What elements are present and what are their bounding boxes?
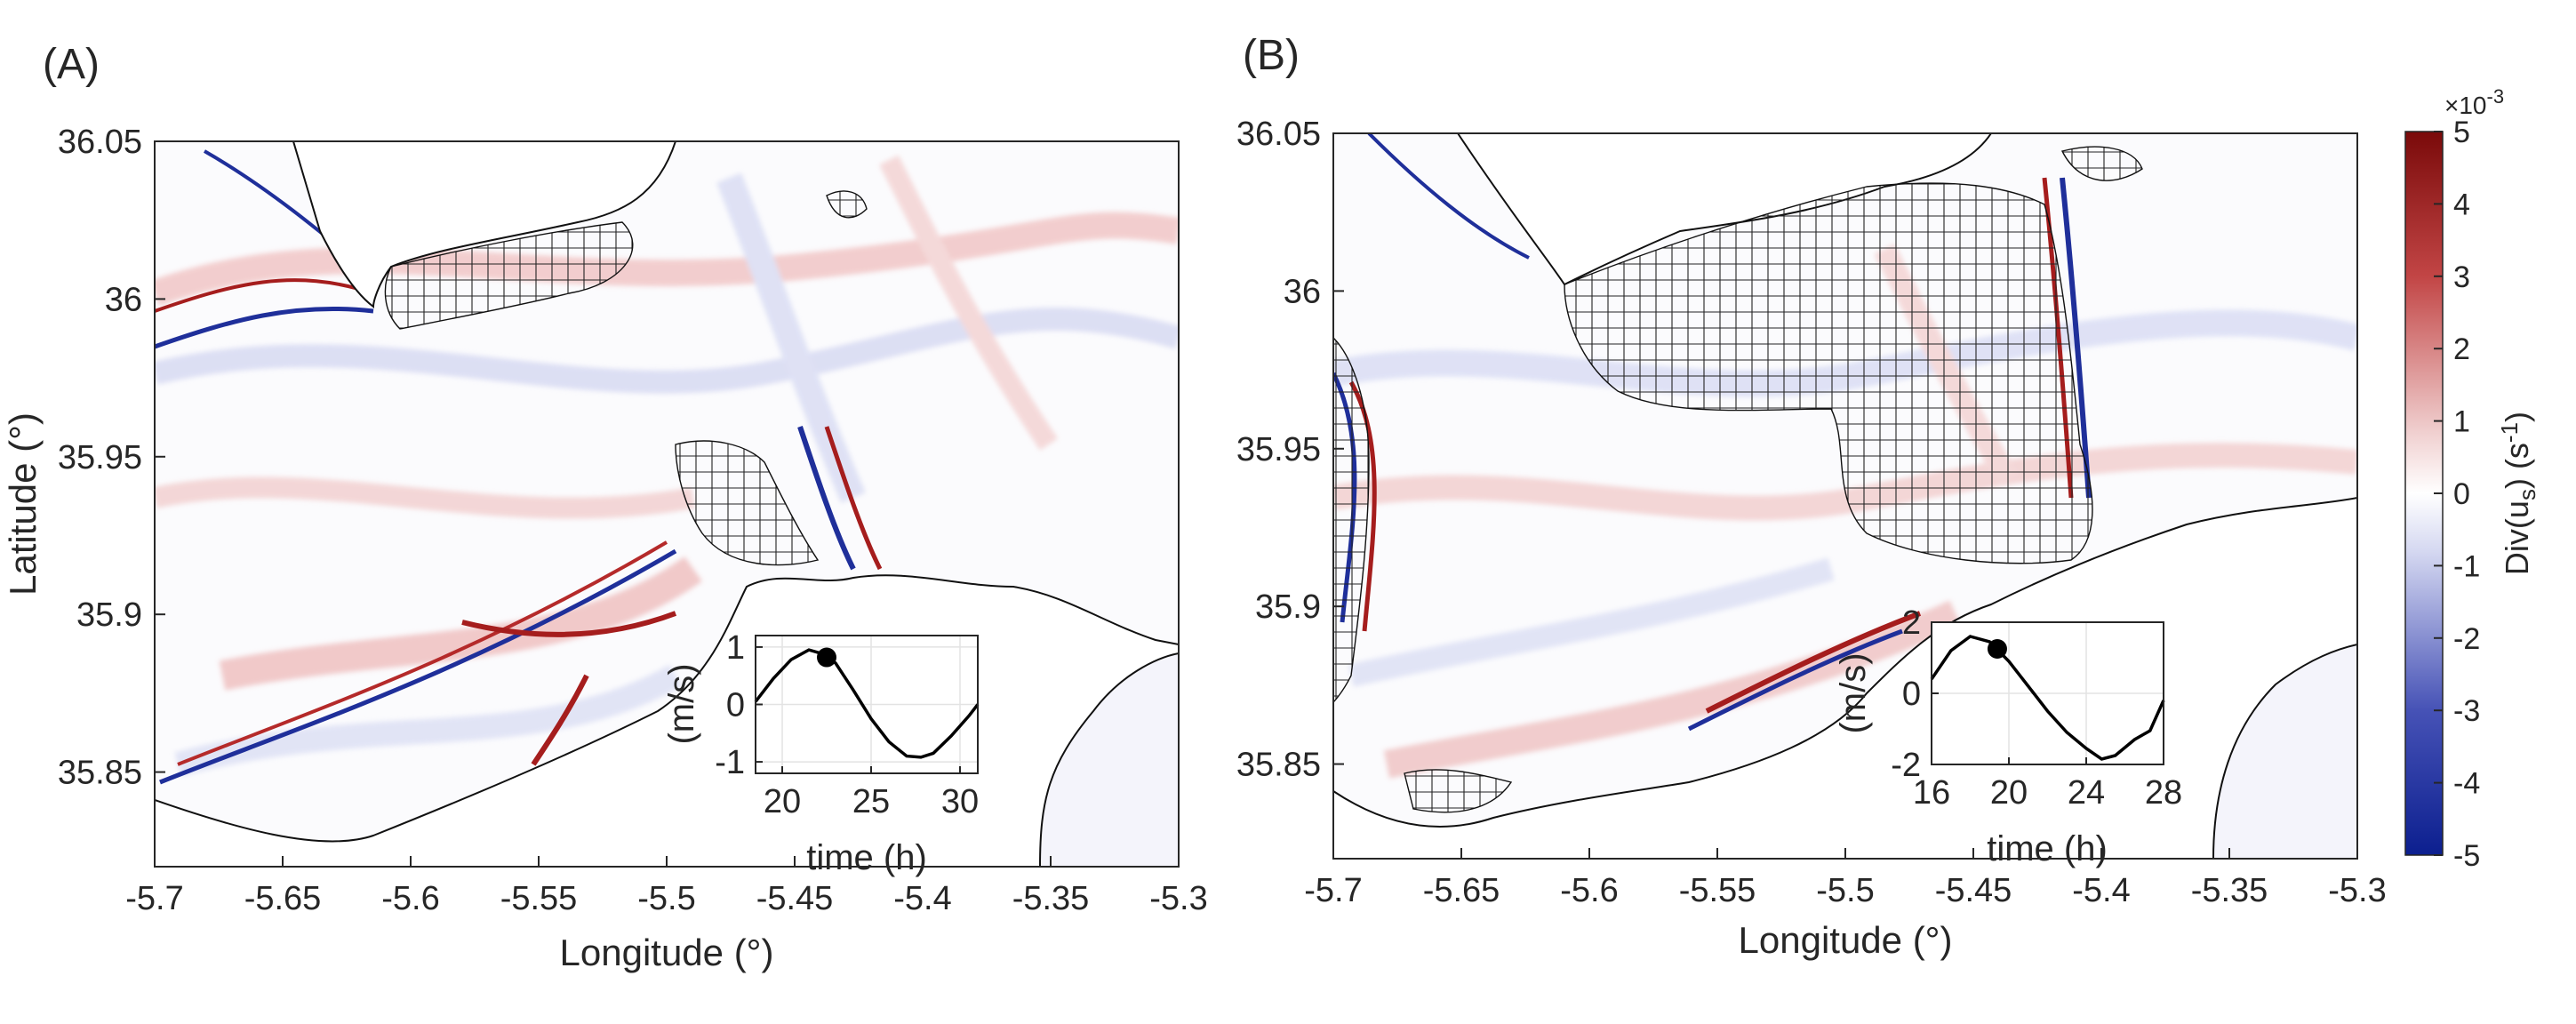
panel-b-inset-xtick-label: 28 [2145, 774, 2182, 812]
panel-b-inset-xtick-label: 24 [2068, 774, 2105, 812]
panel-b-xtick-label: -5.45 [1935, 872, 2012, 909]
panel-a-inset-xtick-label: 30 [941, 783, 979, 820]
panel-a-label: (A) [43, 41, 100, 88]
panel-a-inset-xlabel: time (h) [806, 838, 927, 877]
panel-a-inset-ytick-label: 0 [726, 687, 745, 724]
colorbar: ×10-3 Div(us) (s-1) 5 4 3 2 1 0 -1 -2 -3 -4 -5 [2404, 85, 2540, 873]
panel-b-label: (B) [1243, 32, 1300, 79]
colorbar-label: Div(us) (s-1) [2496, 412, 2540, 575]
panel-a-xlabel: Longitude (°) [560, 932, 774, 973]
panel-b-map [1333, 133, 2357, 859]
colorbar-tick-label: -4 [2453, 767, 2480, 801]
panel-a-ytick-label: 35.95 [58, 439, 142, 476]
panel-b-xtick-label: -5.65 [1423, 872, 1500, 909]
panel-b-xtick-label: -5.6 [1560, 872, 1618, 909]
panel-b-inset-ylabel: (m/s) [1834, 652, 1873, 733]
colorbar-exponent: ×10-3 [2444, 85, 2504, 119]
panel-b-xtick-label: -5.5 [1816, 872, 1874, 909]
panel-a-inset-time-marker [817, 647, 836, 668]
panel-a-ytick-label: 35.85 [58, 755, 142, 792]
panel-a-ytick-label: 36.05 [58, 124, 142, 161]
panel-a-xtick-label: -5.35 [1012, 880, 1090, 917]
panel-a-xtick-label: -5.45 [756, 880, 834, 917]
panel-b-inset-series-line [1930, 635, 2165, 761]
panel-b-xtick-label: -5.55 [1679, 872, 1756, 909]
panel-a-xtick-label: -5.7 [125, 880, 183, 917]
panel-a-ytick-label: 36 [105, 281, 142, 318]
panel-a-inset: time (h) (m/s) 20 25 30 1 0 -1 [662, 629, 980, 877]
colorbar-tick-label: -2 [2453, 622, 2480, 656]
panel-b-xtick-label: -5.7 [1304, 872, 1362, 909]
panel-b-xtick-label: -5.3 [2328, 872, 2386, 909]
panel-a-xtick-label: -5.6 [381, 880, 439, 917]
colorbar-ticks: 5 4 3 2 1 0 -1 -2 -3 -4 -5 [2434, 116, 2480, 873]
colorbar-tick-label: 5 [2453, 116, 2470, 149]
colorbar-tick-label: -1 [2453, 549, 2480, 583]
colorbar-tick-label: 0 [2453, 477, 2470, 511]
panel-b-ytick-label: 36 [1284, 273, 1321, 310]
panel-b-ytick-label: 35.95 [1236, 431, 1321, 468]
colorbar-tick-label: 1 [2453, 405, 2470, 439]
panel-b-inset-xtick-label: 20 [1990, 774, 2028, 812]
colorbar-tick-label: -5 [2453, 839, 2480, 873]
panel-a-ticks: -5.7 -5.65 -5.6 -5.55 -5.5 -5.45 -5.4 -5.35 -5.3… [58, 124, 1208, 917]
colorbar-tick-label: 4 [2453, 188, 2470, 221]
panel-a-xtick-label: -5.65 [244, 880, 322, 917]
panel-b-inset-time-marker [1987, 639, 2007, 659]
panel-b-ytick-label: 35.85 [1236, 747, 1321, 784]
panel-a-inset-xtick-label: 20 [764, 783, 801, 820]
panel-a-xtick-label: -5.55 [500, 880, 578, 917]
panel-b-xtick-label: -5.35 [2191, 872, 2268, 909]
colorbar-tick-label: -3 [2453, 694, 2480, 728]
colorbar-tick-label: 2 [2453, 332, 2470, 366]
panel-b-xlabel: Longitude (°) [1739, 919, 1953, 961]
panel-b-inset-ytick-label: 0 [1902, 676, 1921, 713]
panel-a-xtick-label: -5.5 [637, 880, 695, 917]
panel-a-inset-ytick-label: 1 [726, 629, 745, 667]
panel-a-ylabel: Latitude (°) [2, 412, 44, 596]
panel-b-xtick-label: -5.4 [2072, 872, 2130, 909]
panel-a-inset-ylabel: (m/s) [662, 663, 701, 744]
panel-a-inset-series-line [754, 648, 980, 759]
panel-a-inset-ytick-label: -1 [715, 744, 745, 781]
panel-b-inset-xtick-label: 16 [1913, 774, 1950, 812]
panel-b-ticks: -5.7 -5.65 -5.6 -5.55 -5.5 -5.45 -5.4 -5.35 -5.3… [1236, 116, 2387, 909]
panel-b-inset-xlabel: time (h) [1987, 829, 2108, 868]
panel-a-xtick-label: -5.3 [1149, 880, 1207, 917]
panel-a-inset-xtick-label: 25 [852, 783, 890, 820]
panel-b-inset-ytick-label: -2 [1891, 747, 1921, 784]
panel-a-xtick-label: -5.4 [893, 880, 951, 917]
colorbar-tick-label: 3 [2453, 260, 2470, 294]
panel-b-ytick-label: 36.05 [1236, 116, 1321, 153]
panel-b-inset-ytick-label: 2 [1902, 604, 1921, 642]
panel-a-ytick-label: 35.9 [76, 596, 142, 634]
panel-b-ytick-label: 35.9 [1255, 588, 1321, 626]
panel-a-map [155, 141, 1179, 867]
